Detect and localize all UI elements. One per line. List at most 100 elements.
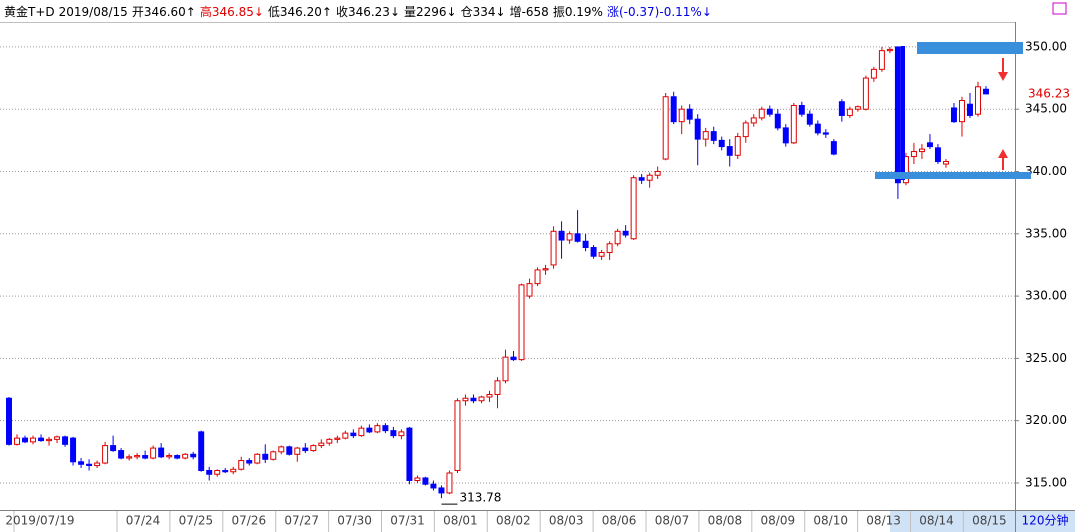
candle-body <box>566 233 573 241</box>
y-tick-label: 320.00 <box>1025 413 1067 427</box>
candle-body <box>638 177 645 181</box>
candle-body <box>142 455 149 459</box>
candle-body <box>422 477 429 485</box>
candle-body <box>926 142 933 148</box>
x-tick-label: 08/07 <box>655 514 690 528</box>
arrow-head <box>998 149 1008 158</box>
drawn-bar <box>875 172 1031 179</box>
candle-body <box>350 432 357 437</box>
candle-body <box>30 437 37 443</box>
candle-body <box>862 77 869 110</box>
x-tick-label: 07/24 <box>126 514 161 528</box>
candle-body <box>975 86 981 115</box>
low-label: 313.78 <box>459 491 501 505</box>
y-tick-label: 325.00 <box>1025 351 1067 365</box>
candle-body <box>983 88 989 95</box>
candle-body <box>358 427 365 437</box>
candle-body <box>694 118 701 140</box>
candle-body <box>270 451 277 460</box>
x-tick-label: 08/01 <box>443 514 478 528</box>
x-tick-label: 08/02 <box>496 514 531 528</box>
candle-body <box>822 132 829 135</box>
window-icon[interactable] <box>1052 2 1067 15</box>
candle-body <box>934 147 941 163</box>
candle-body <box>582 240 589 248</box>
candle-body <box>598 251 605 257</box>
candle-body <box>526 283 533 297</box>
candle-body <box>750 117 757 124</box>
date-highlight <box>890 511 1015 532</box>
candle-body <box>766 108 773 115</box>
candle-body <box>534 269 541 285</box>
candle-body <box>206 470 213 475</box>
header: 黄金T+D 2019/08/15 开346.60↑ 高346.85↓ 低346.20↑ 收… <box>4 4 712 19</box>
header-item: 低346.20↑ <box>268 5 332 19</box>
candle-body <box>942 161 949 165</box>
candle-body <box>574 233 581 242</box>
x-tick-label: 08/13 <box>866 514 901 528</box>
header-item: 振0.19% <box>553 5 603 19</box>
candle-body <box>494 380 501 396</box>
y-tick-label: 350.00 <box>1025 39 1067 53</box>
y-tick-label: 315.00 <box>1025 475 1067 489</box>
candle-body <box>70 437 77 463</box>
candle-body <box>62 436 69 445</box>
candle-body <box>134 455 141 458</box>
candle-body <box>326 438 333 444</box>
candle-body <box>814 123 821 134</box>
candle-body <box>126 456 133 459</box>
header-item: 涨(-0.37)-0.11%↓ <box>607 4 712 19</box>
candle-body <box>438 487 445 494</box>
header-item: 增-658 <box>510 5 549 19</box>
candle-body <box>182 453 189 459</box>
x-tick-label: 2019/07/19 <box>5 514 74 528</box>
candle-body <box>262 453 269 460</box>
candle-body <box>806 113 813 125</box>
period-label: 120分钟 <box>1022 513 1069 528</box>
header-item: 收346.23↓ <box>336 5 400 19</box>
x-tick-label: 08/09 <box>761 514 796 528</box>
x-tick-label: 07/25 <box>179 514 214 528</box>
candle-body <box>294 447 301 455</box>
drawn-line <box>901 46 905 180</box>
x-tick-label: 08/14 <box>919 514 954 528</box>
y-tick-label: 345.00 <box>1025 102 1067 116</box>
candle-body <box>734 136 741 156</box>
candle-body <box>918 148 925 153</box>
candle-body <box>398 431 405 437</box>
candle-body <box>870 68 877 79</box>
candle-body <box>967 103 973 116</box>
candle-body <box>910 151 917 158</box>
candle-body <box>54 436 61 440</box>
candle-body <box>854 106 861 110</box>
candle-body <box>86 463 93 467</box>
candle-body <box>230 468 237 473</box>
candle-body <box>246 460 253 464</box>
candle-body <box>278 446 285 453</box>
candle-body <box>46 438 53 442</box>
candle-body <box>686 108 693 120</box>
candle-body <box>742 122 749 138</box>
candle-body <box>382 425 389 432</box>
x-tick-label: 08/10 <box>813 514 848 528</box>
candle-body <box>310 445 317 452</box>
candle-body <box>190 453 197 458</box>
period-box <box>1016 511 1075 532</box>
candle-body <box>470 397 477 402</box>
candle-body <box>302 447 309 452</box>
candle-body <box>222 470 229 473</box>
candle-body <box>558 230 565 241</box>
x-tick-label: 07/27 <box>284 514 319 528</box>
candle-body <box>78 461 85 465</box>
candle-body <box>622 230 629 236</box>
candle-body <box>758 108 765 119</box>
candle-body <box>502 356 509 382</box>
candle-body <box>614 230 621 245</box>
candle-body <box>702 131 709 140</box>
candle-body <box>894 46 901 184</box>
header-item: 高346.85↓ <box>200 4 264 19</box>
arrow-head <box>998 72 1008 81</box>
candle-body <box>886 48 893 52</box>
candle-body <box>214 470 221 475</box>
